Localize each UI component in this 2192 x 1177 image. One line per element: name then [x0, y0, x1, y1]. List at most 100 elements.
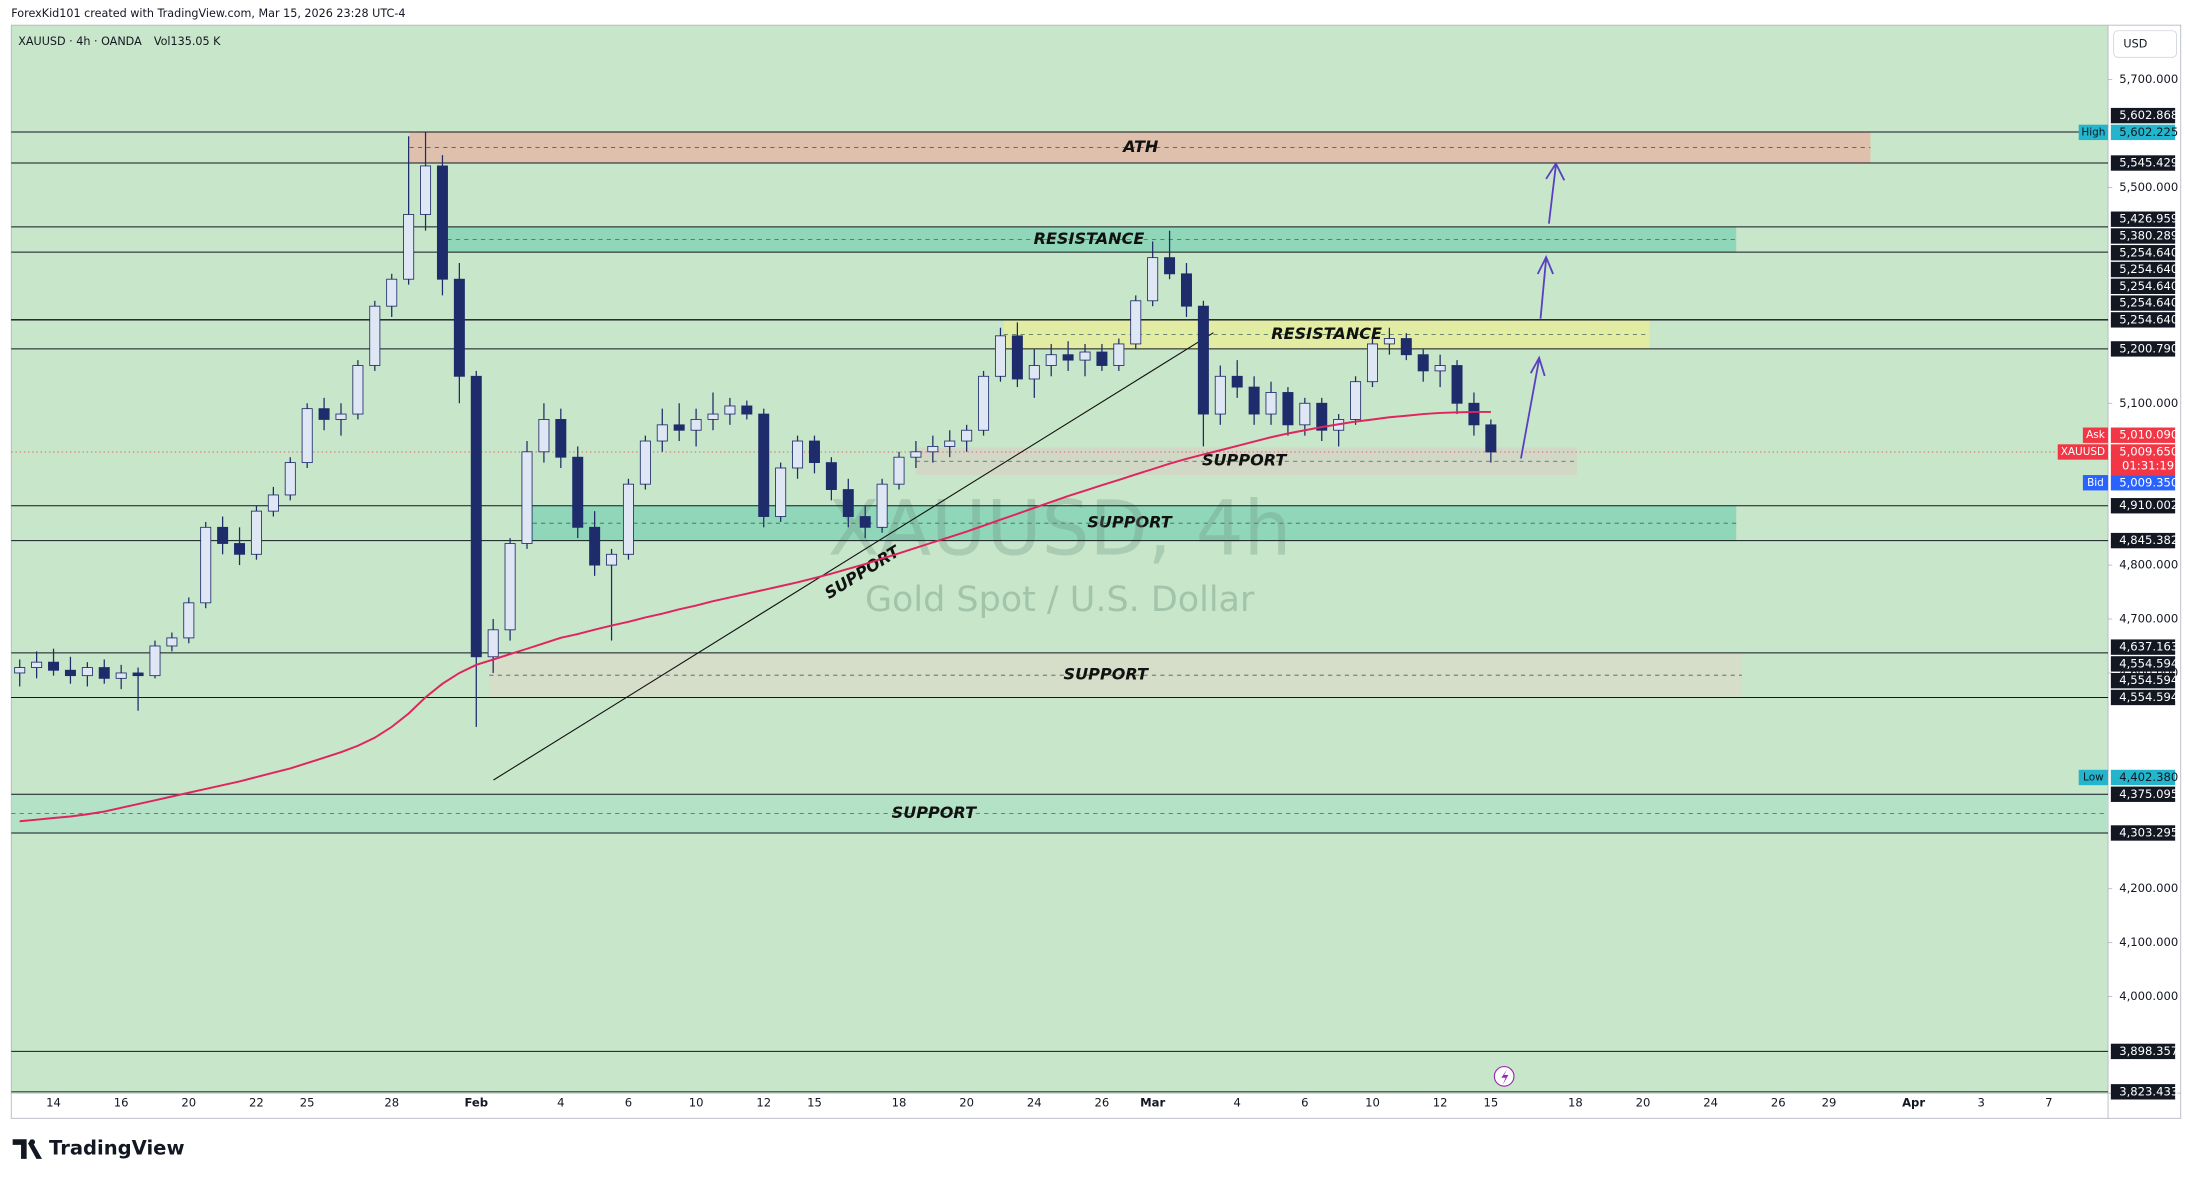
- candle-body: [673, 424, 685, 431]
- candle-body: [1468, 402, 1480, 426]
- level-tag: [2110, 341, 2176, 357]
- plot-area: [11, 25, 2109, 1094]
- candle-body: [1197, 305, 1209, 415]
- candle-body: [1316, 402, 1328, 431]
- level-tag-label: 5,426.959: [2119, 212, 2178, 226]
- candle-body: [115, 672, 127, 679]
- extreme-tag-name: Low: [2083, 771, 2104, 783]
- candle-body: [859, 516, 871, 528]
- last-name: XAUUSD: [2061, 446, 2105, 458]
- candle-body: [234, 543, 246, 555]
- x-tick-label: 7: [2045, 1095, 2052, 1109]
- level-tag-label: 5,545.429: [2119, 156, 2178, 170]
- level-tag-label: 5,254.640: [2119, 245, 2178, 259]
- y-tick-label: 4,200.000: [2119, 881, 2178, 895]
- candle-body: [318, 408, 330, 420]
- zones: ATH RESISTANCE RESISTANCE SUPPORT SUPPORT SUP…: [11, 132, 2109, 833]
- candle-body: [217, 526, 229, 544]
- level-tag-label: 5,254.640: [2119, 312, 2178, 326]
- level-tag-label: 4,554.594: [2119, 656, 2178, 670]
- candle-body: [250, 510, 262, 555]
- last-tag-label: 5,009.650: [2119, 444, 2178, 458]
- candle-body: [183, 602, 195, 639]
- zone-label: SUPPORT: [1087, 513, 1173, 532]
- zone-label: RESISTANCE: [1034, 229, 1145, 248]
- candle-body: [808, 440, 820, 464]
- candle-body: [420, 165, 432, 215]
- candle-body: [1366, 343, 1378, 383]
- bid-tag: [2110, 475, 2176, 491]
- candle-body: [927, 445, 939, 453]
- candle-body: [487, 629, 499, 658]
- arrow: [1545, 161, 1566, 224]
- last-name-box: [2057, 444, 2109, 460]
- candle-body: [403, 214, 415, 280]
- candle-body: [1062, 354, 1074, 361]
- level-tag: [2110, 825, 2176, 841]
- x-tick-label: 18: [892, 1095, 907, 1109]
- axes: 5,700.000 5,500.000 5,100.000 4,800.000 4,70…: [46, 72, 2178, 1109]
- candle-body: [622, 483, 634, 555]
- level-tag: [2110, 295, 2176, 311]
- x-tick-label: 6: [1301, 1095, 1308, 1109]
- candle-body: [1248, 386, 1260, 415]
- credit: ForexKid101 created with TradingView.com…: [11, 7, 405, 20]
- candle-body: [994, 335, 1006, 377]
- extreme-tag-label: 5,602.225: [2119, 125, 2178, 139]
- brand-name: TradingView: [49, 1137, 185, 1160]
- y-tick-label: 5,700.000: [2119, 72, 2178, 86]
- watermark: XAUUSD, 4h Gold Spot / U.S. Dollar: [828, 484, 1292, 620]
- candle-body: [1383, 338, 1395, 345]
- candle-body: [1434, 365, 1446, 372]
- moving-average: [19, 410, 1491, 823]
- level-tag-label: 3,898.357: [2119, 1044, 2178, 1058]
- level-tag-label: 4,845.382: [2119, 533, 2178, 547]
- x-tick-label: Feb: [464, 1095, 488, 1109]
- last-tag: [2110, 444, 2176, 476]
- event-bolt[interactable]: [1501, 1069, 1509, 1085]
- candle-body: [707, 413, 719, 420]
- ask-name-box: [2082, 427, 2109, 443]
- level-tag-label: 4,554.594: [2119, 673, 2178, 687]
- candle-body: [1079, 351, 1091, 361]
- candle-body: [876, 483, 888, 528]
- candle-body: [572, 456, 584, 528]
- ask-name: Ask: [2086, 429, 2106, 441]
- candle-body: [98, 667, 110, 679]
- ask-tag: [2110, 427, 2176, 443]
- level-tag: [2110, 532, 2176, 549]
- level-tag: [2110, 107, 2176, 124]
- candle-body: [149, 645, 161, 677]
- volume: Vol135.05 K: [154, 35, 221, 48]
- x-tick-label: 20: [1636, 1095, 1651, 1109]
- candle-body: [352, 365, 364, 415]
- candle-body: [386, 278, 398, 307]
- candle-body: [81, 667, 93, 677]
- x-tick-label: 10: [1365, 1095, 1380, 1109]
- candle-body: [31, 661, 43, 668]
- candle-body: [1451, 365, 1463, 404]
- bid-name: Bid: [2087, 477, 2104, 489]
- candle-body: [656, 424, 668, 442]
- x-tick-label: 3: [1978, 1095, 1985, 1109]
- candle-body: [1028, 365, 1040, 380]
- level-tag: [2110, 656, 2176, 672]
- x-tick-label: 4: [557, 1095, 564, 1109]
- x-tick-label: 25: [300, 1095, 315, 1109]
- currency-label[interactable]: USD: [2123, 38, 2147, 51]
- brand-logo: [12, 1139, 43, 1159]
- y-tick-label: 4,100.000: [2119, 935, 2178, 949]
- x-tick-label: 26: [1095, 1095, 1110, 1109]
- symbol-info: XAUUSD · 4h · OANDA: [18, 35, 142, 48]
- event-icon[interactable]: [1493, 1066, 1515, 1087]
- x-tick-label: 22: [249, 1095, 264, 1109]
- currency-button[interactable]: [2113, 30, 2177, 58]
- trendline-segment: [493, 332, 1214, 781]
- candle-body: [555, 419, 567, 458]
- candle-body: [1011, 335, 1023, 380]
- candle-body: [1265, 392, 1277, 415]
- candle-body: [978, 375, 990, 431]
- moving-average-line: [19, 410, 1491, 823]
- projection-arrows: [1520, 161, 1566, 459]
- level-tag: [2110, 786, 2176, 802]
